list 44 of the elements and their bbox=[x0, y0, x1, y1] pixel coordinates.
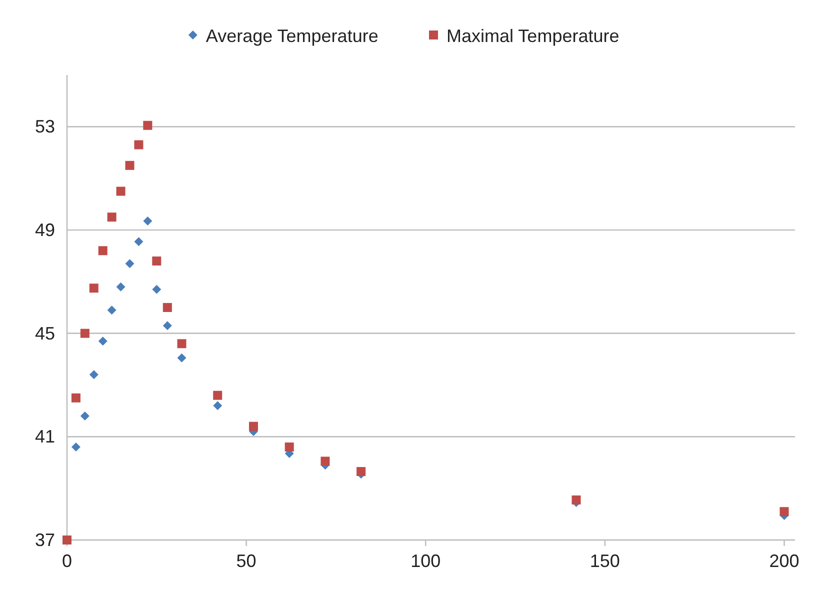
point bbox=[125, 160, 134, 170]
point bbox=[80, 328, 90, 338]
point bbox=[89, 284, 98, 293]
point bbox=[213, 390, 222, 400]
point bbox=[116, 186, 126, 196]
x-tick-label: 150 bbox=[590, 551, 620, 571]
x-tick-label: 0 bbox=[62, 551, 72, 571]
point bbox=[162, 321, 172, 330]
point bbox=[80, 412, 90, 420]
x-tick-label: 200 bbox=[769, 551, 800, 571]
point bbox=[71, 442, 80, 452]
point bbox=[572, 495, 581, 504]
point bbox=[107, 212, 116, 222]
point bbox=[284, 442, 294, 452]
x-tick-label: 100 bbox=[410, 551, 441, 571]
point bbox=[134, 237, 144, 246]
point bbox=[177, 353, 186, 362]
point bbox=[177, 339, 186, 348]
y-tick-label: 37 bbox=[34, 530, 55, 550]
point bbox=[143, 216, 152, 226]
point bbox=[98, 336, 108, 346]
y-tick-label: 49 bbox=[34, 220, 55, 240]
point bbox=[152, 284, 162, 294]
point bbox=[89, 370, 98, 380]
point bbox=[116, 282, 126, 292]
legend-label: Average Temperature bbox=[206, 26, 378, 46]
y-tick-label: 41 bbox=[34, 426, 55, 447]
point bbox=[248, 422, 258, 431]
point bbox=[107, 306, 116, 315]
point bbox=[356, 467, 366, 476]
point bbox=[98, 246, 108, 256]
point bbox=[213, 401, 222, 410]
point bbox=[71, 393, 80, 402]
y-tick-label: 45 bbox=[34, 323, 55, 344]
point bbox=[320, 456, 330, 466]
point bbox=[143, 120, 152, 130]
x-tick-label: 50 bbox=[236, 551, 256, 571]
point bbox=[152, 256, 162, 266]
y-tick-label: 53 bbox=[34, 116, 55, 137]
point bbox=[780, 507, 789, 516]
point bbox=[134, 140, 144, 150]
legend-label: Maximal Temperature bbox=[446, 26, 620, 46]
point bbox=[125, 259, 134, 268]
point bbox=[162, 303, 172, 312]
